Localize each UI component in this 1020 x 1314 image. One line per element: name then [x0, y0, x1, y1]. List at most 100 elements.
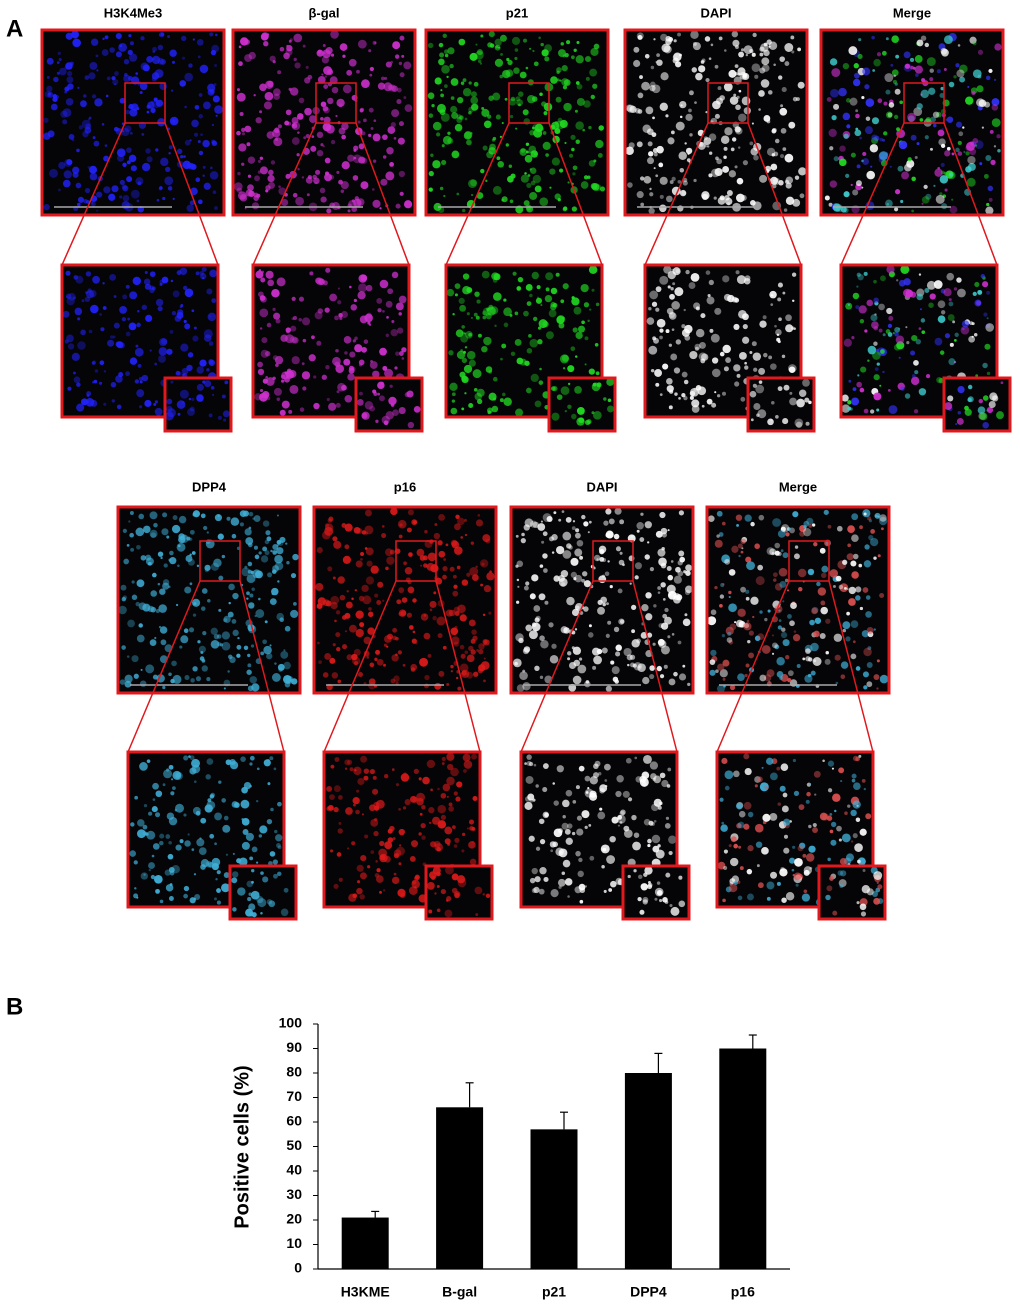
signal: [746, 561, 755, 571]
signal: [387, 828, 393, 834]
signal: [122, 528, 128, 533]
zoom-line: [435, 580, 481, 753]
signal: [302, 44, 306, 48]
signal: [805, 853, 815, 862]
signal: [238, 857, 248, 867]
zoom-line: [164, 122, 219, 266]
signal: [534, 617, 540, 623]
signal: [596, 558, 599, 561]
signal: [645, 106, 654, 115]
signal: [115, 33, 122, 40]
signal: [847, 543, 851, 548]
signal: [589, 790, 597, 798]
signal: [204, 380, 212, 388]
signal: [331, 672, 339, 679]
signal: [850, 840, 854, 843]
signal: [210, 562, 219, 571]
signal: [135, 527, 145, 537]
signal: [926, 57, 936, 67]
signal: [346, 654, 353, 661]
signal: [461, 832, 466, 837]
signal: [437, 820, 447, 829]
signal: [349, 285, 352, 289]
signal: [247, 685, 254, 692]
signal: [353, 526, 361, 534]
signal: [667, 529, 670, 532]
signal: [734, 381, 740, 387]
signal: [483, 585, 492, 593]
signal: [747, 893, 754, 901]
signal: [615, 644, 622, 652]
signal: [586, 419, 592, 425]
signal: [359, 872, 367, 880]
signal: [407, 421, 415, 429]
signal: [989, 392, 998, 401]
signal: [139, 82, 148, 91]
signal: [667, 767, 672, 772]
signal: [911, 374, 916, 378]
signal: [351, 653, 358, 661]
signal: [843, 133, 849, 139]
signal: [558, 577, 568, 587]
signal: [450, 407, 458, 415]
signal: [274, 662, 277, 665]
signal: [794, 857, 803, 867]
signal: [705, 270, 711, 275]
signal: [176, 603, 179, 607]
signal: [886, 202, 890, 206]
signal: [572, 327, 578, 333]
signal: [206, 368, 210, 372]
signal: [206, 288, 213, 295]
signal: [785, 314, 792, 322]
signal: [840, 779, 843, 783]
signal: [397, 327, 404, 334]
signal: [488, 147, 496, 155]
signal: [956, 277, 962, 283]
signal: [446, 776, 455, 786]
signal: [751, 52, 756, 57]
signal: [357, 777, 365, 786]
signal: [81, 299, 85, 303]
signal: [328, 516, 334, 522]
signal: [913, 359, 919, 366]
signal: [986, 406, 994, 414]
signal: [838, 767, 845, 774]
signal: [339, 43, 348, 51]
signal: [207, 312, 217, 322]
signal: [148, 868, 151, 872]
signal: [317, 49, 322, 54]
signal: [457, 96, 464, 104]
signal: [926, 280, 936, 290]
signal: [158, 604, 167, 613]
signal: [136, 829, 146, 839]
signal: [386, 556, 395, 565]
signal: [720, 824, 728, 832]
signal: [845, 302, 853, 310]
signal: [369, 73, 373, 77]
signal: [309, 115, 317, 123]
signal: [744, 275, 751, 282]
signal: [756, 776, 763, 783]
signal: [871, 137, 879, 145]
signal: [975, 374, 979, 378]
signal: [969, 36, 977, 44]
signal: [847, 400, 852, 405]
signal: [575, 528, 580, 533]
signal: [185, 555, 193, 563]
signal: [502, 392, 506, 397]
signal: [574, 386, 582, 394]
signal: [941, 203, 948, 210]
signal: [536, 285, 541, 290]
signal: [707, 293, 711, 298]
signal: [626, 104, 635, 113]
signal: [246, 574, 256, 584]
signal: [192, 38, 195, 41]
signal: [986, 290, 991, 295]
signal: [320, 116, 324, 121]
signal: [329, 76, 338, 85]
signal: [822, 759, 825, 763]
signal: [715, 97, 724, 105]
signal: [412, 520, 417, 525]
signal: [244, 565, 248, 569]
signal: [246, 591, 250, 596]
